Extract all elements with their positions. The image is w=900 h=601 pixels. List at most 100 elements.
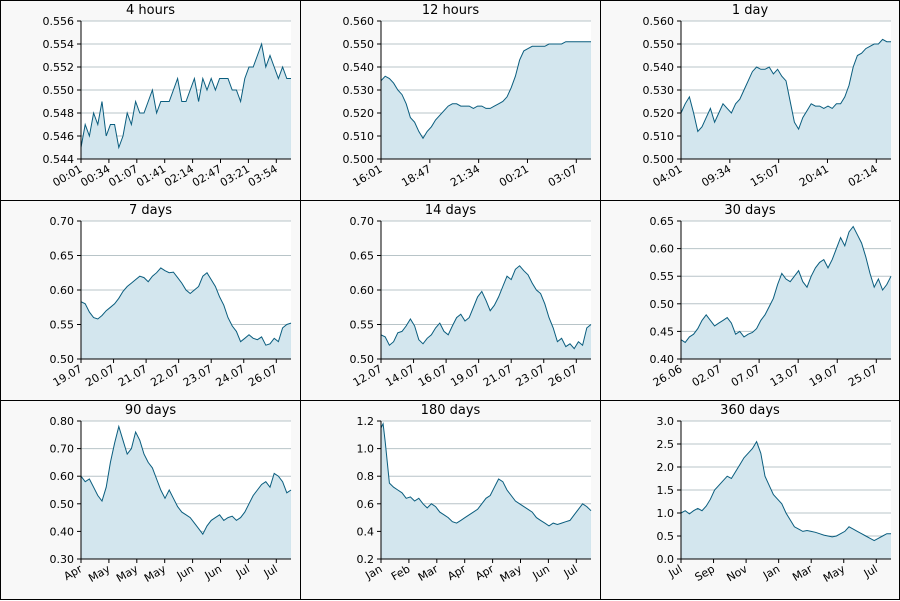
series-line <box>680 225 892 344</box>
x-tick-label: Mar <box>790 562 815 584</box>
chart-title: 1 day <box>731 3 769 18</box>
y-tick-label: 0.550 <box>643 38 675 51</box>
series-line <box>80 42 291 150</box>
y-tick-label: 3.0 <box>657 415 675 428</box>
x-tick-label: Jul <box>561 562 580 580</box>
x-tick-label: May <box>498 562 525 585</box>
chart-svg: 0.50 0.55 0.60 0.65 0.70 19.0720.0721.0722.07… <box>50 215 292 389</box>
x-tick-label: 02:14 <box>846 162 880 189</box>
y-tick-label: 1.5 <box>657 484 675 497</box>
x-tick-label: 20:41 <box>797 162 831 189</box>
y-tick-label: 2.0 <box>657 461 675 474</box>
y-tick-label: 0.550 <box>43 84 75 97</box>
y-tick-label: 0.4 <box>357 525 375 538</box>
y-tick-label: 0.50 <box>350 353 375 366</box>
x-tick-label: Sep <box>693 562 717 584</box>
chart-title: 360 days <box>720 403 780 418</box>
x-tick-label: 24.07 <box>213 362 247 389</box>
x-tick-label: 21.07 <box>116 362 150 389</box>
x-tick-label: 07.07 <box>729 362 763 389</box>
y-tick-label: 0.560 <box>343 15 375 28</box>
y-tick-label: 0.2 <box>357 553 375 566</box>
x-tick-label: 26.06 <box>651 362 685 389</box>
series-line <box>380 265 592 350</box>
x-tick-label: 21.07 <box>481 362 515 389</box>
x-tick-label: 01:41 <box>134 162 168 189</box>
x-tick-label: Jun <box>174 562 196 582</box>
y-tick-label: 0.510 <box>343 130 375 143</box>
y-tick-label: 0.80 <box>50 415 75 428</box>
chart-panel: 4 hours 0.544 0.546 0.548 0.550 0.552 0.554 0.5… <box>0 0 301 201</box>
chart-panel: 14 days 0.50 0.55 0.60 0.65 0.70 12.07 14.07 16.… <box>300 200 601 401</box>
y-tick-label: 1.2 <box>357 415 375 428</box>
y-tick-label: 0.0 <box>657 553 675 566</box>
chart-title: 12 hours <box>421 3 480 18</box>
x-tick-label: 25.07 <box>846 362 880 389</box>
x-tick-label: May <box>114 562 141 585</box>
series-line <box>380 41 591 140</box>
y-tick-label: 1.0 <box>357 443 375 456</box>
x-tick-label: 03:21 <box>218 162 252 189</box>
x-tick-label: Jun <box>202 562 224 582</box>
y-tick-label: 0.530 <box>643 84 675 97</box>
x-tick-label: May <box>821 562 848 585</box>
y-tick-label: 0.60 <box>350 284 375 297</box>
y-tick-label: 0.8 <box>357 470 375 483</box>
y-tick-label: 0.45 <box>650 325 675 338</box>
y-tick-label: 0.65 <box>650 215 675 228</box>
chart-svg: 0.500 0.510 0.520 0.530 0.540 0.550 0.560 16:01… <box>343 15 591 189</box>
series-line <box>80 424 292 536</box>
x-tick-label: 18:47 <box>399 162 433 189</box>
y-tick-label: 0.544 <box>43 153 75 166</box>
x-tick-label: 09:34 <box>699 162 733 189</box>
y-tick-label: 0.55 <box>350 319 375 332</box>
series-line <box>380 422 592 527</box>
x-tick-label: 20.07 <box>83 362 117 389</box>
x-tick-label: Jan <box>760 562 782 582</box>
y-tick-label: 0.70 <box>50 443 75 456</box>
x-tick-label: 03:54 <box>246 162 280 189</box>
y-tick-label: 0.50 <box>50 353 75 366</box>
x-tick-label: May <box>86 562 113 585</box>
chart-title: 90 days <box>124 403 177 418</box>
series-area <box>381 41 591 160</box>
y-tick-label: 0.520 <box>643 107 675 120</box>
series-area <box>81 267 291 359</box>
y-tick-label: 2.5 <box>657 438 675 451</box>
y-tick-label: 0.60 <box>50 284 75 297</box>
x-tick-label: Apr <box>445 562 468 583</box>
series-area <box>381 423 591 559</box>
chart-panel: 90 days 0.30 0.40 0.50 0.60 0.70 0.80 Apr May May… <box>0 400 301 600</box>
x-tick-label: 19.07 <box>51 362 85 389</box>
x-tick-label: Jul <box>666 562 685 580</box>
chart-svg: 0.544 0.546 0.548 0.550 0.552 0.554 0.556 00:01… <box>43 15 291 189</box>
x-tick-label: 26.07 <box>546 362 580 389</box>
y-tick-label: 0.552 <box>43 61 75 74</box>
y-tick-label: 0.5 <box>657 530 675 543</box>
series-line <box>680 440 891 542</box>
x-tick-label: 02:14 <box>162 162 196 189</box>
chart-panel: 360 days 0.0 0.5 1.0 1.5 2.0 2.5 3.0 Jul Sep Nov Ja… <box>600 400 900 600</box>
series-area <box>681 441 891 559</box>
x-tick-label: Apr <box>473 562 496 583</box>
x-tick-label: Nov <box>725 562 751 584</box>
y-tick-label: 0.60 <box>650 243 675 256</box>
x-tick-label: 19.07 <box>807 362 841 389</box>
x-tick-label: 13.07 <box>768 362 802 389</box>
y-tick-label: 0.70 <box>50 215 75 228</box>
x-tick-label: 03:07 <box>546 162 580 189</box>
x-tick-label: 00:21 <box>497 162 531 189</box>
x-tick-label: 04:01 <box>651 162 685 189</box>
x-tick-label: 14.07 <box>383 362 417 389</box>
chart-title: 30 days <box>724 203 776 218</box>
y-tick-label: 0.550 <box>343 38 375 51</box>
y-tick-label: 0.546 <box>43 130 75 143</box>
x-tick-label: 23.07 <box>513 362 547 389</box>
x-tick-label: 00:34 <box>78 162 112 189</box>
chart-panel: 30 days 0.40 0.45 0.50 0.55 0.60 0.65 26.06 02.0… <box>600 200 900 401</box>
y-tick-label: 0.548 <box>43 107 75 120</box>
x-tick-label: 23.07 <box>181 362 215 389</box>
y-tick-label: 0.50 <box>50 498 75 511</box>
y-tick-label: 1.0 <box>657 507 675 520</box>
